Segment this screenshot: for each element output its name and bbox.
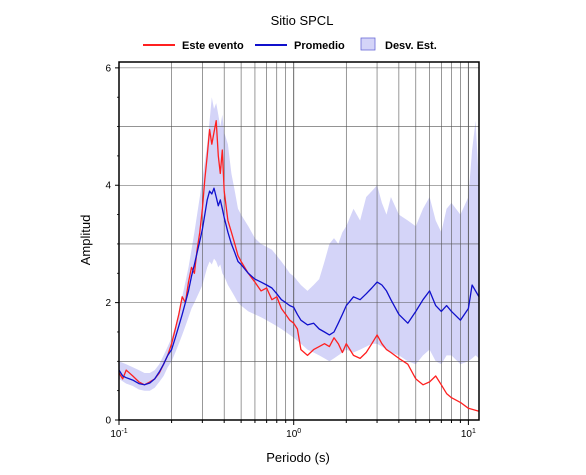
y-axis-label: Amplitud [78,215,93,266]
x-axis-label: Periodo (s) [266,450,330,465]
y-tick-label: 6 [105,63,111,74]
x-tick-label: 100 [286,428,301,440]
x-tick-label: 101 [461,428,476,440]
band-layer [119,97,479,391]
series-layer [118,120,480,412]
legend-label: Desv. Est. [385,40,437,52]
plot-area: 0 2 4 6 10-1 100 101 [105,61,480,440]
legend-swatch-band [360,37,376,51]
y-tick-label: 0 [105,416,111,427]
average-line [118,187,480,386]
chart-title: Sitio SPCL [271,13,334,28]
legend: Este evento Promedio Desv. Est. [143,37,437,52]
grid-layer [119,62,479,420]
plot-frame [118,61,480,421]
y-tick-label: 2 [105,298,111,309]
legend-label: Este evento [182,40,244,52]
legend-label: Promedio [294,40,345,52]
y-tick-label: 4 [105,181,111,192]
ticks-layer: 0 2 4 6 10-1 100 101 [105,63,476,440]
event-line [118,120,480,412]
std-dev-band [119,97,479,391]
x-tick-label: 10-1 [110,428,127,440]
